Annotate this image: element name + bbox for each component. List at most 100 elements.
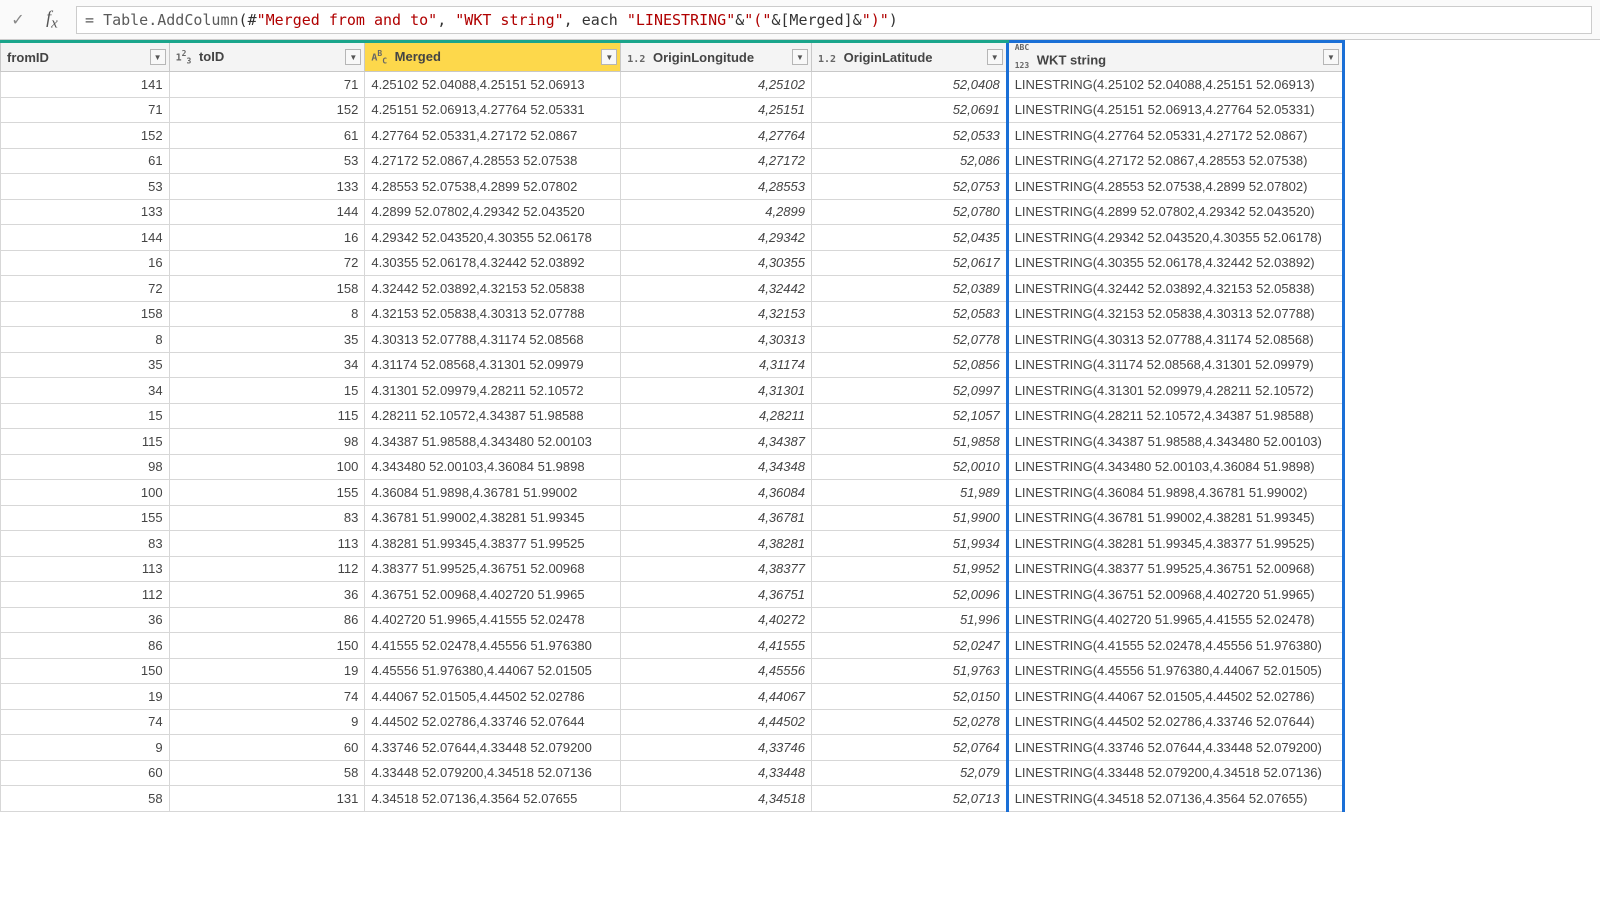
cell-lon[interactable]: 4,34518 — [621, 786, 812, 812]
table-row[interactable]: 35344.31174 52.08568,4.31301 52.099794,3… — [1, 352, 1344, 378]
cell-merged[interactable]: 4.30313 52.07788,4.31174 52.08568 — [365, 327, 621, 353]
cell-lat[interactable]: 51,9858 — [811, 429, 1007, 455]
cell-fromid[interactable]: 8 — [1, 327, 170, 353]
cell-lon[interactable]: 4,31301 — [621, 378, 812, 404]
cell-wkt[interactable]: LINESTRING(4.33448 52.079200,4.34518 52.… — [1007, 760, 1343, 786]
cell-wkt[interactable]: LINESTRING(4.33746 52.07644,4.33448 52.0… — [1007, 735, 1343, 761]
cell-lon[interactable]: 4,32442 — [621, 276, 812, 302]
cell-toid[interactable]: 86 — [169, 607, 365, 633]
cell-lon[interactable]: 4,36084 — [621, 480, 812, 506]
cell-fromid[interactable]: 71 — [1, 97, 170, 123]
cell-lat[interactable]: 52,0096 — [811, 582, 1007, 608]
cell-lon[interactable]: 4,27764 — [621, 123, 812, 149]
cell-lon[interactable]: 4,40272 — [621, 607, 812, 633]
cell-lat[interactable]: 52,0389 — [811, 276, 1007, 302]
cell-lon[interactable]: 4,25102 — [621, 72, 812, 98]
cell-wkt[interactable]: LINESTRING(4.2899 52.07802,4.29342 52.04… — [1007, 199, 1343, 225]
cell-fromid[interactable]: 15 — [1, 403, 170, 429]
formula-input[interactable]: = Table.AddColumn ( # "Merged from and t… — [76, 6, 1592, 34]
cell-lat[interactable]: 52,0583 — [811, 301, 1007, 327]
table-row[interactable]: 711524.25151 52.06913,4.27764 52.053314,… — [1, 97, 1344, 123]
cell-fromid[interactable]: 133 — [1, 199, 170, 225]
filter-dropdown-icon[interactable]: ▼ — [792, 49, 808, 65]
cell-lat[interactable]: 51,9900 — [811, 505, 1007, 531]
cell-lat[interactable]: 52,0617 — [811, 250, 1007, 276]
cell-lat[interactable]: 52,0778 — [811, 327, 1007, 353]
cell-merged[interactable]: 4.402720 51.9965,4.41555 52.02478 — [365, 607, 621, 633]
cell-lon[interactable]: 4,36751 — [621, 582, 812, 608]
cell-wkt[interactable]: LINESTRING(4.34387 51.98588,4.343480 52.… — [1007, 429, 1343, 455]
table-row[interactable]: 831134.38281 51.99345,4.38377 51.995254,… — [1, 531, 1344, 557]
cell-lon[interactable]: 4,27172 — [621, 148, 812, 174]
cell-lat[interactable]: 52,0247 — [811, 633, 1007, 659]
cell-lat[interactable]: 51,996 — [811, 607, 1007, 633]
cell-lon[interactable]: 4,30355 — [621, 250, 812, 276]
cell-lat[interactable]: 52,0780 — [811, 199, 1007, 225]
cell-merged[interactable]: 4.2899 52.07802,4.29342 52.043520 — [365, 199, 621, 225]
table-row[interactable]: 861504.41555 52.02478,4.45556 51.9763804… — [1, 633, 1344, 659]
cell-merged[interactable]: 4.33448 52.079200,4.34518 52.07136 — [365, 760, 621, 786]
cell-lat[interactable]: 52,0856 — [811, 352, 1007, 378]
cell-toid[interactable]: 53 — [169, 148, 365, 174]
table-row[interactable]: 151154.28211 52.10572,4.34387 51.985884,… — [1, 403, 1344, 429]
cell-wkt[interactable]: LINESTRING(4.402720 51.9965,4.41555 52.0… — [1007, 607, 1343, 633]
cell-wkt[interactable]: LINESTRING(4.343480 52.00103,4.36084 51.… — [1007, 454, 1343, 480]
table-row[interactable]: 152614.27764 52.05331,4.27172 52.08674,2… — [1, 123, 1344, 149]
cell-toid[interactable]: 8 — [169, 301, 365, 327]
table-row[interactable]: 60584.33448 52.079200,4.34518 52.071364,… — [1, 760, 1344, 786]
cell-fromid[interactable]: 34 — [1, 378, 170, 404]
cell-toid[interactable]: 71 — [169, 72, 365, 98]
table-row[interactable]: 1001554.36084 51.9898,4.36781 51.990024,… — [1, 480, 1344, 506]
cell-lat[interactable]: 52,0010 — [811, 454, 1007, 480]
table-row[interactable]: 15884.32153 52.05838,4.30313 52.077884,3… — [1, 301, 1344, 327]
cell-wkt[interactable]: LINESTRING(4.27172 52.0867,4.28553 52.07… — [1007, 148, 1343, 174]
cell-wkt[interactable]: LINESTRING(4.28211 52.10572,4.34387 51.9… — [1007, 403, 1343, 429]
table-row[interactable]: 61534.27172 52.0867,4.28553 52.075384,27… — [1, 148, 1344, 174]
cell-merged[interactable]: 4.41555 52.02478,4.45556 51.976380 — [365, 633, 621, 659]
cell-merged[interactable]: 4.36084 51.9898,4.36781 51.99002 — [365, 480, 621, 506]
cell-fromid[interactable]: 61 — [1, 148, 170, 174]
cell-fromid[interactable]: 150 — [1, 658, 170, 684]
cell-lat[interactable]: 51,9763 — [811, 658, 1007, 684]
cell-fromid[interactable]: 86 — [1, 633, 170, 659]
cell-merged[interactable]: 4.28553 52.07538,4.2899 52.07802 — [365, 174, 621, 200]
col-header-originlongitude[interactable]: 1.2 OriginLongitude ▼ — [621, 42, 812, 72]
cell-lat[interactable]: 52,0278 — [811, 709, 1007, 735]
cell-fromid[interactable]: 58 — [1, 786, 170, 812]
cell-lat[interactable]: 52,0408 — [811, 72, 1007, 98]
cell-fromid[interactable]: 9 — [1, 735, 170, 761]
cell-toid[interactable]: 60 — [169, 735, 365, 761]
cell-fromid[interactable]: 16 — [1, 250, 170, 276]
cell-merged[interactable]: 4.36751 52.00968,4.402720 51.9965 — [365, 582, 621, 608]
cell-merged[interactable]: 4.45556 51.976380,4.44067 52.01505 — [365, 658, 621, 684]
cell-merged[interactable]: 4.36781 51.99002,4.38281 51.99345 — [365, 505, 621, 531]
cell-fromid[interactable]: 74 — [1, 709, 170, 735]
cell-fromid[interactable]: 112 — [1, 582, 170, 608]
table-row[interactable]: 16724.30355 52.06178,4.32442 52.038924,3… — [1, 250, 1344, 276]
cell-toid[interactable]: 155 — [169, 480, 365, 506]
cell-merged[interactable]: 4.44067 52.01505,4.44502 52.02786 — [365, 684, 621, 710]
cell-fromid[interactable]: 19 — [1, 684, 170, 710]
cell-lat[interactable]: 52,0533 — [811, 123, 1007, 149]
table-row[interactable]: 115984.34387 51.98588,4.343480 52.001034… — [1, 429, 1344, 455]
cell-fromid[interactable]: 115 — [1, 429, 170, 455]
filter-dropdown-icon[interactable]: ▼ — [1323, 49, 1339, 65]
table-row[interactable]: 9604.33746 52.07644,4.33448 52.0792004,3… — [1, 735, 1344, 761]
table-row[interactable]: 34154.31301 52.09979,4.28211 52.105724,3… — [1, 378, 1344, 404]
cell-toid[interactable]: 113 — [169, 531, 365, 557]
cell-fromid[interactable]: 35 — [1, 352, 170, 378]
cell-toid[interactable]: 158 — [169, 276, 365, 302]
col-header-originlatitude[interactable]: 1.2 OriginLatitude ▼ — [811, 42, 1007, 72]
cell-lon[interactable]: 4,44067 — [621, 684, 812, 710]
cell-toid[interactable]: 98 — [169, 429, 365, 455]
cell-wkt[interactable]: LINESTRING(4.32442 52.03892,4.32153 52.0… — [1007, 276, 1343, 302]
cell-wkt[interactable]: LINESTRING(4.38281 51.99345,4.38377 51.9… — [1007, 531, 1343, 557]
cell-merged[interactable]: 4.32442 52.03892,4.32153 52.05838 — [365, 276, 621, 302]
cell-lon[interactable]: 4,32153 — [621, 301, 812, 327]
fx-icon[interactable]: fx — [38, 7, 66, 33]
table-row[interactable]: 8354.30313 52.07788,4.31174 52.085684,30… — [1, 327, 1344, 353]
cell-wkt[interactable]: LINESTRING(4.36084 51.9898,4.36781 51.99… — [1007, 480, 1343, 506]
cell-fromid[interactable]: 98 — [1, 454, 170, 480]
table-row[interactable]: 981004.343480 52.00103,4.36084 51.98984,… — [1, 454, 1344, 480]
cell-toid[interactable]: 152 — [169, 97, 365, 123]
